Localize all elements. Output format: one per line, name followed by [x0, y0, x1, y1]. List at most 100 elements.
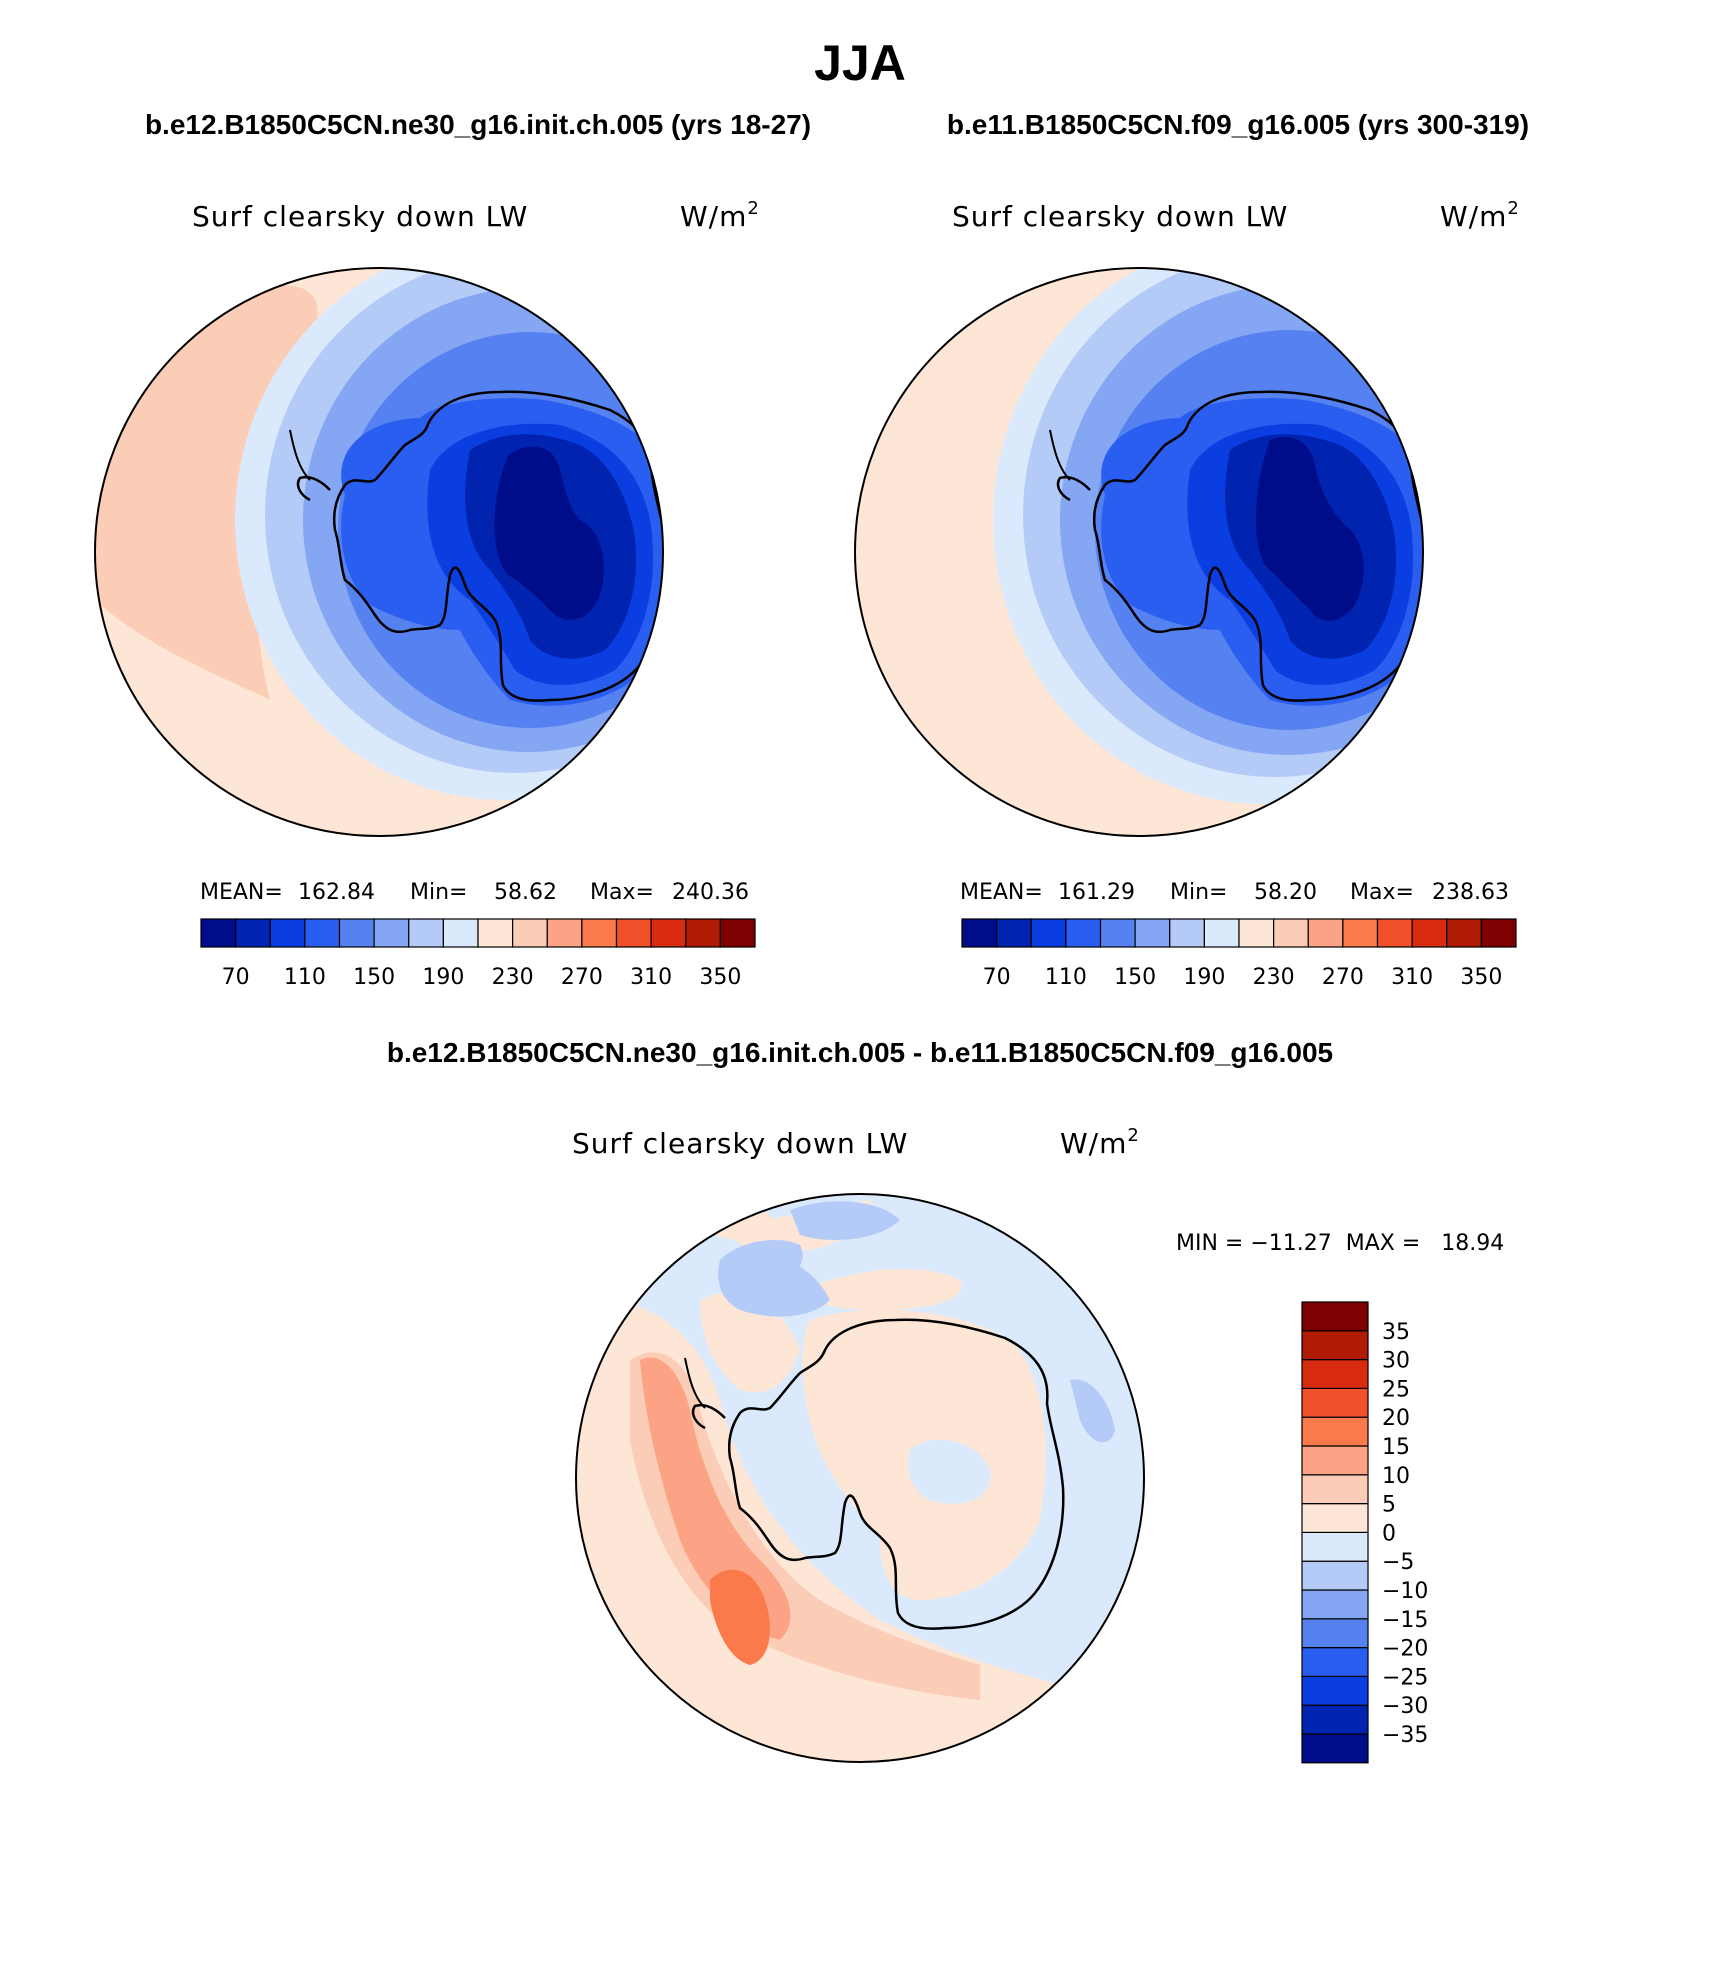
variable-label: Surf clearsky down LW: [952, 200, 1288, 233]
top-right-title: b.e11.B1850C5CN.f09_g16.005 (yrs 300-319…: [947, 109, 1529, 140]
colorbar-swatch: [1301, 1733, 1369, 1764]
colorbar-tick-label: 0: [1382, 1521, 1396, 1546]
colorbar-swatch: [338, 918, 375, 948]
colorbar-tick-label: 110: [284, 965, 326, 990]
colorbar-swatch: [1301, 1301, 1369, 1332]
panel-model-a: Surf clearsky down LW W/m2 MEAN= 162.84 …: [94, 198, 760, 990]
colorbar-tick-label: 5: [1382, 1493, 1396, 1518]
contour-band: [95, 285, 318, 700]
colorbar-tick-label: 10: [1382, 1464, 1410, 1489]
colorbar-tick-label: −15: [1382, 1608, 1428, 1633]
colorbar-tick-label: 70: [222, 965, 250, 990]
colorbar-swatch: [1307, 918, 1344, 948]
polar-map: [95, 268, 663, 836]
units-label: W/m2: [680, 198, 760, 233]
colorbar-swatch: [1134, 918, 1171, 948]
colorbar-tick-label: 350: [1460, 965, 1502, 990]
colorbar-tick-label: 30: [1382, 1349, 1410, 1374]
min-max-label: MIN = −11.27 MAX = 18.94: [1176, 1231, 1504, 1256]
contour-band: [576, 1298, 1120, 1762]
colorbar-swatch: [304, 918, 341, 948]
top-left-title: b.e12.B1850C5CN.ne30_g16.init.ch.005 (yr…: [145, 109, 811, 140]
colorbar-swatch: [269, 918, 306, 948]
colorbar-swatch: [1301, 1502, 1369, 1533]
contour-band: [908, 1439, 991, 1504]
colorbar-tick-label: −35: [1382, 1723, 1428, 1748]
variable-label: Surf clearsky down LW: [192, 200, 528, 233]
panel-model-b: Surf clearsky down LW W/m2 MEAN= 161.29 …: [854, 198, 1520, 990]
colorbar-swatch: [615, 918, 652, 948]
colorbar-swatch: [408, 918, 444, 948]
contour-band: [1070, 1379, 1115, 1443]
colorbar-swatch: [1203, 918, 1240, 948]
stats-line: MEAN= 162.84 Min= 58.62 Max= 240.36: [200, 880, 749, 905]
colorbar-tick-label: 190: [1183, 965, 1225, 990]
colorbar-swatch: [1301, 1589, 1369, 1620]
colorbar-swatch: [1480, 918, 1517, 948]
contour-band: [1255, 437, 1364, 621]
colorbar-swatch: [1301, 1560, 1369, 1591]
colorbar-tick-label: 110: [1045, 965, 1087, 990]
season-title: JJA: [814, 35, 906, 91]
colorbar-swatch: [1169, 918, 1205, 948]
polar-map: [855, 268, 1423, 836]
colorbar-swatch: [1446, 918, 1482, 948]
colorbar-tick-label: 310: [1391, 965, 1433, 990]
contour-band: [710, 1569, 770, 1665]
colorbar: −35 −30 −25 −20 −15 −10 −5 0 5 10 15 20 25 30 35: [1301, 1301, 1428, 1764]
colorbar-tick-label: 350: [699, 965, 741, 990]
coastline-detail: [691, 1403, 726, 1430]
colorbar-swatch: [996, 918, 1032, 948]
colorbar-swatch: [1342, 918, 1379, 948]
colorbar-swatch: [1376, 918, 1413, 948]
diff-title: b.e12.B1850C5CN.ne30_g16.init.ch.005 - b…: [387, 1037, 1333, 1068]
colorbar-swatch: [1301, 1474, 1369, 1505]
colorbar-tick-label: 20: [1382, 1406, 1410, 1431]
colorbar-swatch: [1301, 1618, 1369, 1649]
colorbar-swatch: [1301, 1330, 1369, 1361]
colorbar-tick-label: 270: [561, 965, 603, 990]
panel-difference: Surf clearsky down LW W/m2 MIN = −11.27 …: [572, 1125, 1504, 1764]
coastline-detail: [1049, 429, 1071, 481]
colorbar-swatch: [1030, 918, 1067, 948]
colorbar-tick-label: 150: [353, 965, 395, 990]
colorbar-tick-label: −5: [1382, 1550, 1414, 1575]
colorbar-swatch: [1099, 918, 1136, 948]
map-border: [575, 1193, 1145, 1763]
colorbar-swatch: [200, 918, 237, 948]
colorbar-swatch: [685, 918, 721, 948]
coastline-detail: [289, 429, 311, 481]
colorbar-tick-label: −30: [1382, 1694, 1428, 1719]
colorbar-swatch: [477, 918, 514, 948]
contour-band: [790, 1201, 900, 1240]
colorbar-tick-label: 25: [1382, 1377, 1410, 1402]
colorbar-swatch: [373, 918, 410, 948]
colorbar-swatch: [1238, 918, 1275, 948]
colorbar-swatch: [1411, 918, 1448, 948]
colorbar-tick-label: 70: [983, 965, 1011, 990]
antarctica-coastline: [728, 1318, 1065, 1630]
colorbar-tick-label: −10: [1382, 1579, 1428, 1604]
colorbar-tick-label: 230: [492, 965, 534, 990]
colorbar-tick-label: 150: [1114, 965, 1156, 990]
colorbar-tick-label: −20: [1382, 1637, 1428, 1662]
colorbar-swatch: [1301, 1646, 1369, 1677]
units-label: W/m2: [1060, 1125, 1140, 1160]
colorbar-swatch: [1273, 918, 1309, 948]
colorbar-tick-label: 15: [1382, 1435, 1410, 1460]
contour-band: [800, 1269, 962, 1310]
colorbar-tick-label: 310: [630, 965, 672, 990]
contour-band: [494, 446, 604, 620]
colorbar-swatch: [1301, 1416, 1369, 1447]
stats-line: MEAN= 161.29 Min= 58.20 Max= 238.63: [960, 880, 1509, 905]
colorbar-swatch: [1301, 1675, 1369, 1706]
colorbar-swatch: [442, 918, 479, 948]
colorbar-swatch: [1301, 1531, 1369, 1562]
colorbar: 70 110 150 190 230 270 310 350: [200, 918, 756, 990]
coastline-detail: [684, 1357, 706, 1409]
colorbar-swatch: [719, 918, 756, 948]
colorbar-swatch: [1301, 1704, 1369, 1735]
units-label: W/m2: [1440, 198, 1520, 233]
colorbar-swatch: [1301, 1445, 1369, 1476]
colorbar-swatch: [546, 918, 583, 948]
